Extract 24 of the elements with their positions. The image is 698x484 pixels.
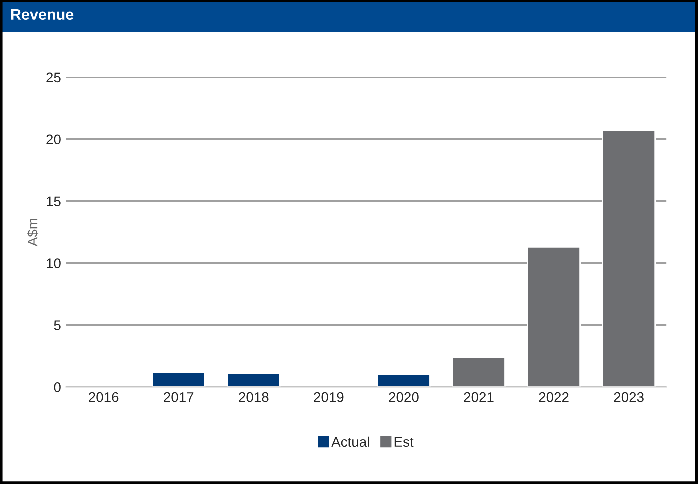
y-tick-label: 20 [46,134,61,145]
x-tick-label: 2019 [314,392,344,402]
bar [152,372,206,388]
bar [377,374,431,388]
y-tick-label: 0 [54,382,61,392]
x-tick-label: 2021 [464,392,494,402]
x-tick-label: 2016 [89,392,119,402]
x-tick-label: 2018 [239,392,269,402]
legend-label: Actual [332,436,370,448]
x-tick-label: 2022 [539,392,569,402]
x-tick-label: 2017 [164,392,194,402]
x-tick-label: 2023 [614,392,644,402]
y-axis-title: A$m [27,218,39,247]
legend-label: Est [394,437,414,448]
y-tick-label: 10 [47,258,61,268]
bar [452,356,506,388]
x-tick-label: 2020 [389,392,419,402]
y-tick-label: 15 [47,196,61,207]
bar [527,246,581,388]
y-tick-label: 5 [54,320,61,330]
y-tick-label: 25 [46,72,61,83]
bar [226,372,281,388]
chart-title: Revenue [11,9,74,20]
bar [602,130,656,388]
